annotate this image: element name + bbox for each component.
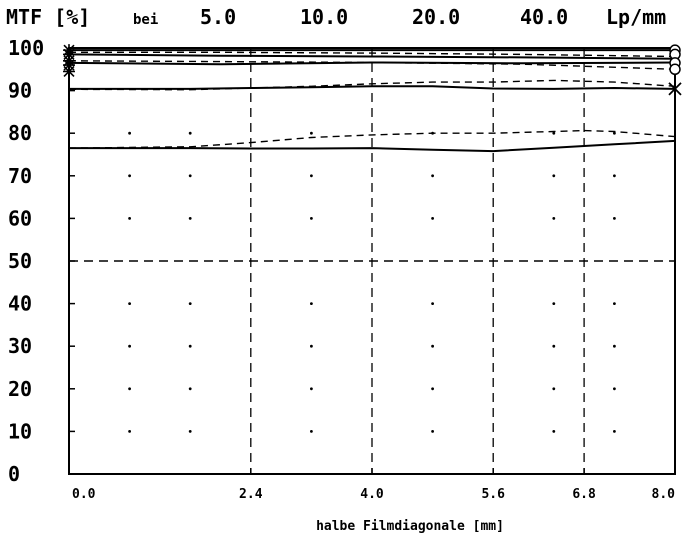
grid-dot <box>188 131 192 135</box>
grid-dot <box>128 174 132 178</box>
grid-dot <box>431 430 434 433</box>
x-axis-label: halbe Filmdiagonale [mm] <box>316 519 504 534</box>
grid-dot <box>431 344 434 348</box>
y-tick-label-0: 0 <box>8 462 20 486</box>
header-frequency-4: 40.0 <box>520 5 568 29</box>
series-line-7-dashed <box>68 129 676 149</box>
grid-dot <box>552 302 556 305</box>
grid-dot <box>431 387 434 391</box>
grid-dot <box>552 344 556 348</box>
grid-dot <box>188 174 192 178</box>
marker-cross-9 <box>668 82 682 96</box>
y-tick-label-20: 20 <box>8 377 32 401</box>
x-tick-label-1: 2.4 <box>239 487 263 502</box>
grid-dot <box>128 430 132 433</box>
grid-dot <box>613 344 616 348</box>
x-tick-label-0: 0.0 <box>72 487 96 502</box>
grid-dot <box>310 344 313 348</box>
x-tick-labels: 0.0 2.4 4.0 5.6 6.8 8.0 <box>68 468 676 502</box>
x-tick-label-4: 6.8 <box>572 487 596 502</box>
grid-dot <box>552 217 556 220</box>
grid-dot <box>431 174 434 178</box>
grid-dot <box>310 302 313 305</box>
y-tick-label-30: 30 <box>8 334 32 358</box>
grid-dot <box>128 344 132 348</box>
series-line-6-solid <box>69 85 676 90</box>
grid-dot <box>552 131 556 135</box>
grid-dot <box>128 387 132 391</box>
y-tick-label-90: 90 <box>8 79 32 103</box>
grid-dot <box>188 430 192 433</box>
marker-star-3 <box>63 59 75 72</box>
marker-circle-8 <box>669 63 681 76</box>
grid-dot <box>128 217 132 220</box>
grid-dot <box>552 174 556 178</box>
header-frequency-3: 20.0 <box>412 5 460 29</box>
series-line-2-solid <box>68 53 676 60</box>
header-bei: bei <box>133 12 158 28</box>
y-tick-label-40: 40 <box>8 292 32 316</box>
series-lines <box>68 49 676 153</box>
grid-dot <box>188 217 192 220</box>
header-frequency-2: 10.0 <box>300 5 348 29</box>
y-tick-label-50: 50 <box>8 249 32 273</box>
x-tick-label-5: 8.0 <box>652 487 676 502</box>
header-unit: Lp/mm <box>606 5 666 29</box>
series-line-8-solid <box>69 139 676 153</box>
grid-dot <box>613 131 616 135</box>
x-tick-label-3: 5.6 <box>481 487 505 502</box>
header-frequency-1: 5.0 <box>200 5 236 29</box>
series-markers <box>63 44 682 96</box>
grid <box>69 48 675 474</box>
grid-dot <box>613 387 616 391</box>
chart-title: MTF [%] <box>6 5 90 29</box>
grid-dot <box>613 302 616 305</box>
grid-dot <box>552 430 556 433</box>
x-tick-label-2: 4.0 <box>360 487 384 502</box>
series-line-1-dashed <box>69 51 676 58</box>
grid-dot <box>188 387 192 391</box>
grid-dot <box>431 217 434 220</box>
grid-dot <box>310 131 313 135</box>
grid-dot <box>310 174 313 178</box>
grid-dot <box>431 302 434 305</box>
y-tick-label-80: 80 <box>8 121 32 145</box>
grid-dot <box>128 302 132 305</box>
y-tick-label-60: 60 <box>8 206 32 230</box>
grid-dot <box>128 131 132 135</box>
grid-dot <box>310 387 313 391</box>
grid-dot <box>613 217 616 220</box>
marker-star-4 <box>63 65 75 78</box>
series-line-4-solid <box>68 61 676 66</box>
marker-star-1 <box>63 48 75 61</box>
y-tick-label-100: 100 <box>8 36 44 60</box>
grid-dot <box>552 387 556 391</box>
grid-dot <box>310 217 313 220</box>
grid-dot <box>613 430 616 433</box>
y-tick-label-10: 10 <box>8 419 32 443</box>
y-tick-label-70: 70 <box>8 164 32 188</box>
grid-dot <box>188 302 192 305</box>
grid-dot <box>613 174 616 178</box>
grid-dot <box>188 344 192 348</box>
grid-dot <box>310 430 313 433</box>
